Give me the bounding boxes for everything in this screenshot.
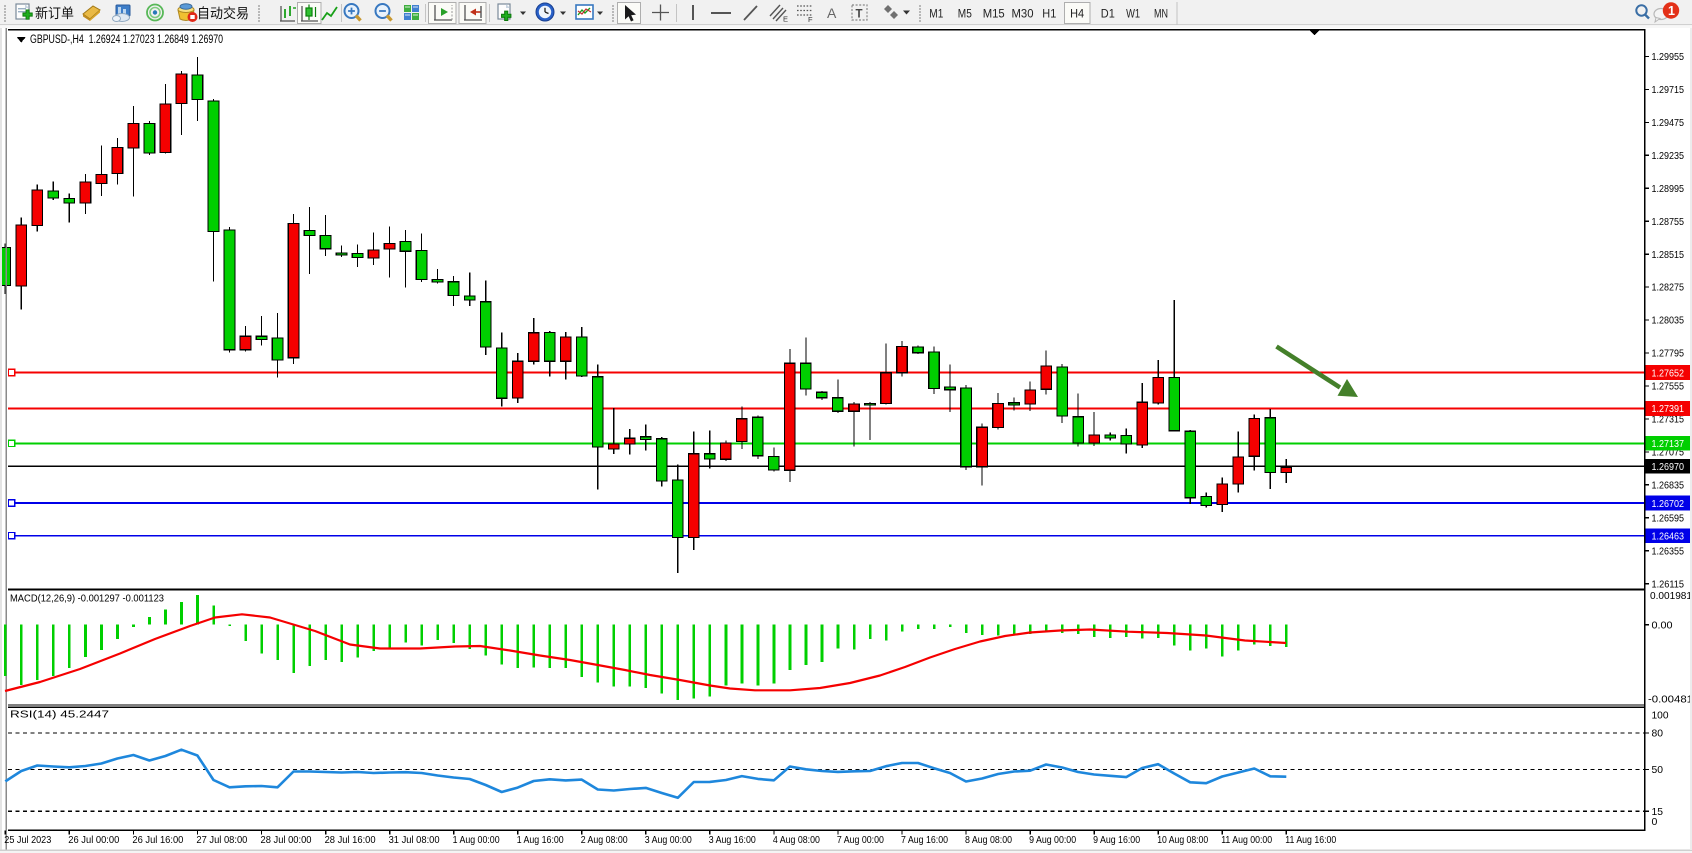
svg-text:7 Aug 16:00: 7 Aug 16:00 [901, 834, 948, 846]
svg-text:0.00: 0.00 [1652, 619, 1673, 631]
svg-text:26 Jul 00:00: 26 Jul 00:00 [68, 834, 119, 846]
svg-text:1.26355: 1.26355 [1652, 545, 1685, 557]
svg-text:MACD(12,26,9) -0.001297 -0.001: MACD(12,26,9) -0.001297 -0.001123 [10, 593, 164, 605]
svg-text:1.27315: 1.27315 [1652, 414, 1685, 426]
svg-text:9 Aug 16:00: 9 Aug 16:00 [1093, 834, 1140, 846]
svg-text:1 Aug 16:00: 1 Aug 16:00 [517, 834, 564, 846]
svg-text:3 Aug 00:00: 3 Aug 00:00 [645, 834, 692, 846]
svg-text:1.26970: 1.26970 [1652, 461, 1685, 473]
svg-text:0: 0 [1652, 816, 1658, 828]
svg-text:1.27391: 1.27391 [1652, 403, 1685, 415]
svg-text:11 Aug 16:00: 11 Aug 16:00 [1285, 834, 1336, 846]
svg-text:0.001981: 0.001981 [1650, 590, 1692, 602]
svg-text:1.26835: 1.26835 [1652, 479, 1685, 491]
svg-text:7 Aug 00:00: 7 Aug 00:00 [837, 834, 884, 846]
svg-text:1.28035: 1.28035 [1652, 315, 1685, 327]
svg-text:H4: H4 [1070, 7, 1084, 21]
svg-text:M30: M30 [1012, 7, 1034, 21]
svg-text:4 Aug 08:00: 4 Aug 08:00 [773, 834, 820, 846]
svg-text:1.28275: 1.28275 [1652, 282, 1685, 294]
svg-text:1.28755: 1.28755 [1652, 216, 1685, 228]
svg-text:26 Jul 16:00: 26 Jul 16:00 [132, 834, 183, 846]
svg-text:M5: M5 [958, 7, 972, 21]
svg-text:50: 50 [1652, 764, 1664, 776]
svg-text:2 Aug 08:00: 2 Aug 08:00 [581, 834, 628, 846]
svg-text:H1: H1 [1042, 7, 1056, 21]
svg-text:3 Aug 16:00: 3 Aug 16:00 [709, 834, 756, 846]
svg-text:11 Aug 00:00: 11 Aug 00:00 [1221, 834, 1272, 846]
svg-text:F: F [808, 15, 813, 24]
svg-text:自动交易: 自动交易 [197, 5, 249, 21]
svg-text:1: 1 [1668, 4, 1675, 18]
svg-text:1.27137: 1.27137 [1652, 438, 1685, 450]
svg-text:100: 100 [1652, 710, 1669, 722]
svg-text:28 Jul 00:00: 28 Jul 00:00 [261, 834, 312, 846]
svg-text:8 Aug 08:00: 8 Aug 08:00 [965, 834, 1012, 846]
svg-text:1.28515: 1.28515 [1652, 249, 1685, 261]
svg-text:D1: D1 [1101, 7, 1115, 21]
svg-text:M15: M15 [983, 7, 1005, 21]
svg-text:80: 80 [1652, 728, 1664, 740]
svg-text:1.27795: 1.27795 [1652, 348, 1685, 360]
svg-text:28 Jul 16:00: 28 Jul 16:00 [325, 834, 376, 846]
svg-text:1.26702: 1.26702 [1652, 498, 1685, 510]
svg-text:1.29955: 1.29955 [1652, 51, 1685, 63]
svg-text:1.26595: 1.26595 [1652, 512, 1685, 524]
svg-text:1.27555: 1.27555 [1652, 381, 1685, 393]
svg-text:27 Jul 08:00: 27 Jul 08:00 [196, 834, 247, 846]
svg-text:15: 15 [1652, 806, 1664, 818]
svg-text:M1: M1 [929, 7, 943, 21]
svg-text:-0.00481: -0.00481 [1648, 694, 1692, 706]
svg-text:A: A [827, 5, 837, 21]
svg-text:RSI(14) 45.2447: RSI(14) 45.2447 [10, 709, 109, 721]
svg-text:T: T [856, 9, 863, 21]
svg-text:31 Jul 08:00: 31 Jul 08:00 [389, 834, 440, 846]
svg-text:9 Aug 00:00: 9 Aug 00:00 [1029, 834, 1076, 846]
svg-text:1.29235: 1.29235 [1652, 150, 1685, 162]
svg-text:1.29715: 1.29715 [1652, 84, 1685, 96]
svg-text:1.27652: 1.27652 [1652, 367, 1685, 379]
svg-text:GBPUSD-,H4 1.26924 1.27023 1.: GBPUSD-,H4 1.26924 1.27023 1.26849 1.269… [30, 34, 223, 46]
svg-text:1 Aug 00:00: 1 Aug 00:00 [453, 834, 500, 846]
svg-text:25 Jul 2023: 25 Jul 2023 [4, 834, 51, 846]
svg-text:1.28995: 1.28995 [1652, 183, 1685, 195]
svg-text:1.26463: 1.26463 [1652, 531, 1685, 543]
svg-text:1.26115: 1.26115 [1652, 578, 1685, 590]
svg-text:W1: W1 [1126, 7, 1140, 21]
svg-text:MN: MN [1154, 7, 1168, 21]
svg-text:10 Aug 08:00: 10 Aug 08:00 [1157, 834, 1208, 846]
svg-text:1.29475: 1.29475 [1652, 117, 1685, 129]
svg-text:E: E [783, 15, 788, 24]
svg-text:新订单: 新订单 [35, 6, 74, 21]
